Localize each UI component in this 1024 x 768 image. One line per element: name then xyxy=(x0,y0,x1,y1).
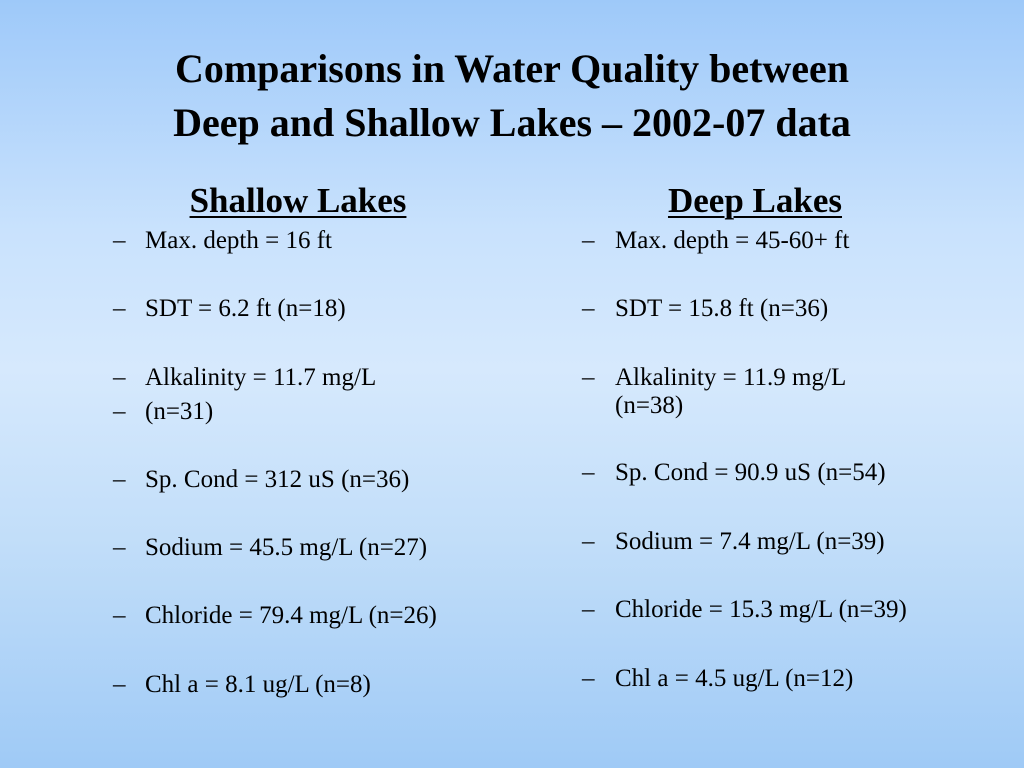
bullet-dash: – xyxy=(113,227,126,254)
deep-sodium-text: Sodium = 7.4 mg/L (n=39) xyxy=(615,528,885,555)
bullet-dash: – xyxy=(582,528,595,555)
shallow-chloride-text: Chloride = 79.4 mg/L (n=26) xyxy=(145,602,437,629)
bullet-dash: – xyxy=(113,398,126,425)
shallow-max-depth-text: Max. depth = 16 ft xyxy=(145,227,332,254)
bullet-dash: – xyxy=(582,364,595,391)
deep-max-depth-text: Max. depth = 45-60+ ft xyxy=(615,227,850,254)
bullet-dash: – xyxy=(113,534,126,561)
deep-sdt-text: SDT = 15.8 ft (n=36) xyxy=(615,295,829,322)
shallow-chl-a-text: Chl a = 8.1 ug/L (n=8) xyxy=(145,671,371,698)
slide-title-line-2: Deep and Shallow Lakes – 2002-07 data xyxy=(173,100,851,145)
deep-sp-cond-text: Sp. Cond = 90.9 uS (n=54) xyxy=(615,459,886,486)
bullet-dash: – xyxy=(582,295,595,322)
shallow-alkalinity-n-text: (n=31) xyxy=(145,398,214,425)
deep-alkalinity-text: Alkalinity = 11.9 mg/L xyxy=(615,364,847,391)
bullet-dash: – xyxy=(582,459,595,486)
bullet-dash: – xyxy=(113,466,126,493)
bullet-dash: – xyxy=(582,227,595,254)
bullet-dash: – xyxy=(113,295,126,322)
shallow-alkalinity-text: Alkalinity = 11.7 mg/L xyxy=(145,364,377,391)
deep-lakes-heading: Deep Lakes xyxy=(667,181,843,220)
deep-chl-a-text: Chl a = 4.5 ug/L (n=12) xyxy=(615,665,854,692)
deep-alkalinity-n-text: (n=38) xyxy=(615,392,684,419)
slide-title-line-1: Comparisons in Water Quality between xyxy=(174,46,850,91)
bullet-dash: – xyxy=(113,602,126,629)
shallow-sp-cond-text: Sp. Cond = 312 uS (n=36) xyxy=(145,466,410,493)
shallow-sdt-text: SDT = 6.2 ft (n=18) xyxy=(145,295,346,322)
deep-chloride-text: Chloride = 15.3 mg/L (n=39) xyxy=(615,596,907,623)
bullet-dash: – xyxy=(582,665,595,692)
shallow-lakes-heading: Shallow Lakes xyxy=(189,181,407,220)
bullet-dash: – xyxy=(113,671,126,698)
slide-title: Comparisons in Water Quality between Dee… xyxy=(0,42,1024,150)
bullet-dash: – xyxy=(582,596,595,623)
bullet-dash: – xyxy=(113,364,126,391)
shallow-sodium-text: Sodium = 45.5 mg/L (n=27) xyxy=(145,534,428,561)
